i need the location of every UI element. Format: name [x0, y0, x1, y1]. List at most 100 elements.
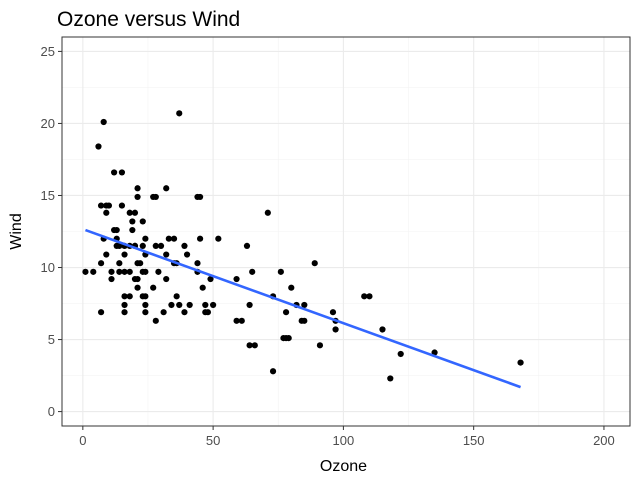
data-point: [196, 235, 204, 242]
data-point: [121, 251, 128, 258]
data-point: [95, 143, 102, 150]
data-point: [121, 301, 128, 309]
data-point: [379, 326, 386, 333]
data-point: [431, 349, 438, 356]
data-point: [150, 284, 157, 291]
data-point: [233, 275, 240, 283]
minor-grid: [62, 37, 630, 426]
data-point: [170, 235, 178, 242]
data-point: [215, 235, 222, 242]
data-point: [277, 268, 284, 275]
data-point: [103, 251, 110, 258]
data-point: [176, 110, 183, 117]
data-point: [121, 293, 128, 300]
y-axis: 0 5 10 15 20 25: [41, 44, 62, 419]
panel-border: [61, 36, 631, 427]
data-point: [238, 317, 245, 324]
data-point: [121, 268, 128, 275]
data-point: [269, 368, 277, 375]
data-point: [202, 301, 209, 309]
data-point: [285, 335, 292, 342]
data-point: [160, 309, 167, 316]
data-point: [332, 326, 339, 333]
data-point: [186, 301, 193, 309]
data-point: [105, 202, 112, 209]
data-point: [142, 235, 149, 242]
data-point: [90, 268, 97, 275]
data-point: [152, 193, 159, 201]
data-point: [173, 293, 180, 300]
x-tick-label: 50: [206, 433, 220, 448]
data-point: [301, 301, 308, 309]
data-point: [142, 309, 149, 316]
x-axis-title: Ozone: [320, 458, 367, 475]
x-tick-label: 150: [463, 433, 485, 448]
y-tick-label: 20: [41, 116, 55, 131]
data-point: [139, 218, 146, 225]
data-point: [397, 350, 404, 358]
data-point: [82, 268, 89, 275]
data-point: [155, 268, 162, 275]
data-point: [196, 193, 204, 201]
data-point: [152, 317, 159, 324]
data-point: [97, 309, 105, 316]
y-tick-label: 25: [41, 44, 55, 59]
data-point: [251, 342, 258, 349]
data-point: [361, 293, 368, 300]
data-point: [137, 260, 144, 267]
data-point: [139, 242, 146, 250]
data-point: [210, 301, 217, 309]
data-point: [97, 202, 105, 209]
data-point: [181, 242, 188, 250]
data-point: [116, 242, 123, 250]
data-point: [264, 209, 271, 216]
data-point: [163, 185, 170, 192]
data-point: [142, 268, 149, 275]
data-point: [134, 193, 141, 201]
data-point: [113, 226, 120, 234]
data-point: [116, 260, 123, 267]
data-point: [301, 317, 308, 324]
y-tick-label: 15: [41, 188, 55, 203]
data-point: [126, 268, 133, 275]
data-point: [126, 293, 133, 300]
data-point: [152, 242, 159, 250]
data-point: [329, 309, 337, 316]
data-point: [366, 293, 373, 300]
y-tick-label: 5: [48, 332, 55, 347]
chart-title: Ozone versus Wind: [57, 8, 240, 31]
data-point: [181, 309, 188, 316]
x-tick-label: 100: [333, 433, 355, 448]
major-grid: [62, 37, 630, 426]
data-point: [165, 235, 172, 242]
data-point: [142, 293, 149, 300]
data-point: [282, 309, 290, 316]
data-point: [97, 260, 105, 267]
data-point: [134, 284, 141, 291]
regression-line: [85, 228, 522, 389]
data-point: [126, 209, 133, 216]
data-point: [246, 301, 253, 309]
data-point: [311, 260, 318, 267]
data-point: [199, 284, 206, 291]
data-point: [246, 342, 253, 349]
data-point: [121, 309, 128, 316]
x-axis: 0 50 100 150 200: [79, 426, 615, 448]
data-point: [108, 268, 115, 275]
data-point: [103, 209, 110, 216]
data-point: [176, 301, 183, 309]
data-point: [163, 251, 170, 258]
data-point: [316, 342, 324, 349]
data-point: [116, 268, 123, 275]
data-point: [387, 375, 394, 382]
data-point: [142, 301, 149, 309]
data-point: [134, 275, 141, 283]
data-point: [118, 169, 126, 176]
data-point: [108, 275, 115, 283]
data-point: [163, 275, 170, 283]
data-point: [168, 301, 175, 309]
data-point: [111, 169, 118, 176]
data-point: [233, 317, 240, 324]
data-point: [129, 226, 136, 234]
